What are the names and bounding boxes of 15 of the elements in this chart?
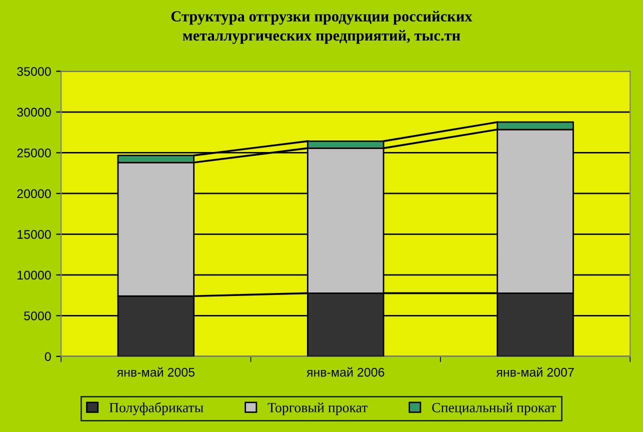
y-tick-label: 10000 [18,270,51,280]
y-tick-label: 0 [44,352,51,362]
y-tick-label: 5000 [24,311,51,320]
y-tick-label: 20000 [17,189,51,198]
legend-label: Специальный прокат [432,402,556,416]
chart-title: Структура отгрузки продукции российских металлургических предприятий, тыс.тн [171,10,472,44]
x-tick-label: янв-май 2007 [496,367,574,377]
y-tick-label: 15000 [18,230,51,239]
x-tick-label: янв-май 2006 [306,367,384,377]
legend-label: Полуфабрикаты [109,402,204,416]
legend-label: Торговый прокат [268,402,368,416]
y-tick-label: 30000 [17,108,51,117]
y-tick-label: 35000 [17,67,51,76]
y-tick-label: 25000 [17,148,51,158]
x-tick-label: янв-май 2005 [116,367,195,377]
